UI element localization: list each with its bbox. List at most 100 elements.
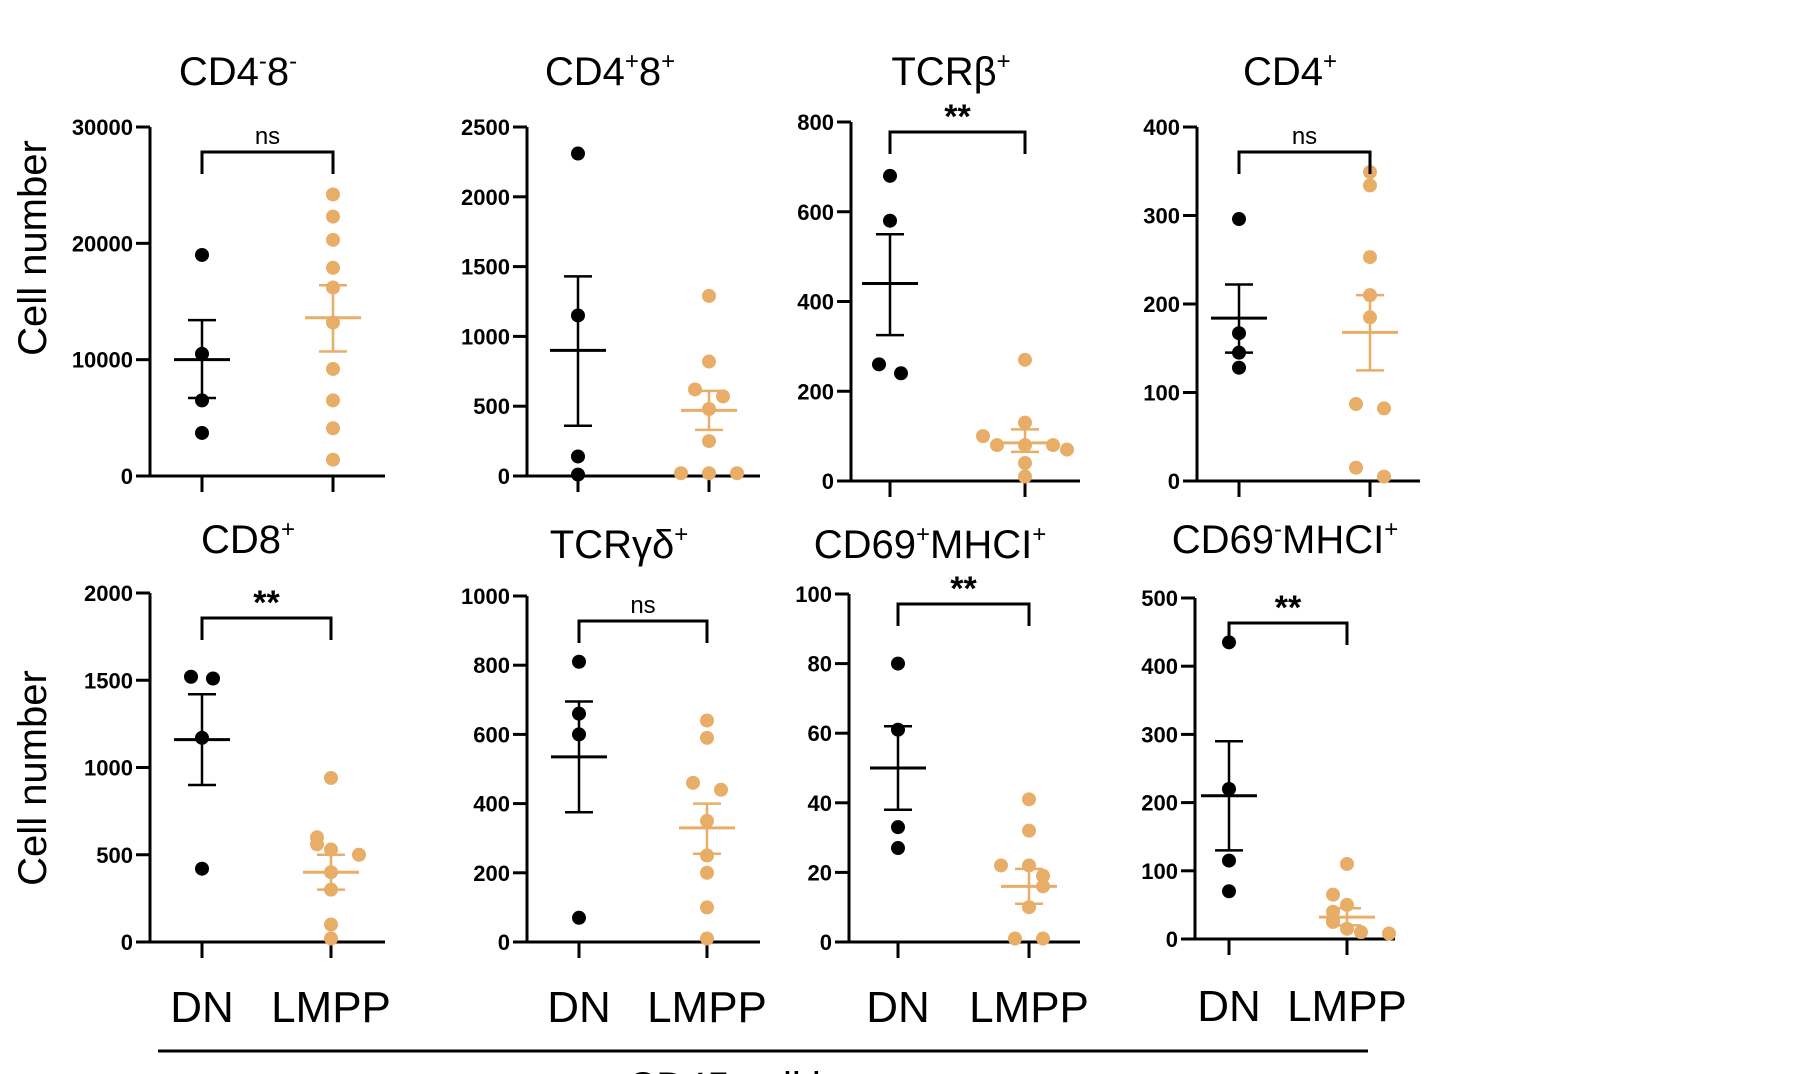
dn-point xyxy=(184,669,198,684)
lmpp-point xyxy=(688,382,702,397)
lmpp-point xyxy=(1036,931,1050,946)
y-tick-label: 200 xyxy=(1141,791,1178,816)
dn-point xyxy=(206,671,220,686)
lmpp-point xyxy=(1060,442,1074,457)
lmpp-point xyxy=(324,842,338,857)
dn-point xyxy=(1222,884,1236,899)
lmpp-point xyxy=(1018,415,1032,430)
lmpp-point xyxy=(716,389,730,404)
title-segment: CD4 xyxy=(1243,50,1323,94)
title-segment: CD4 xyxy=(545,50,625,94)
y-tick-label: 800 xyxy=(797,110,834,135)
y-tick-label: 1500 xyxy=(461,255,510,280)
significance-bracket xyxy=(577,619,709,643)
lmpp-point xyxy=(1363,178,1377,193)
dn-point xyxy=(891,656,905,671)
lmpp-point xyxy=(686,775,700,790)
dn-point xyxy=(195,861,209,876)
lmpp-point xyxy=(1036,868,1050,883)
y-tick-label: 500 xyxy=(473,394,510,419)
y-tick-label: 600 xyxy=(797,200,834,225)
lmpp-point xyxy=(1018,352,1032,367)
title-superscript: + xyxy=(625,48,639,75)
y-tick-label: 0 xyxy=(1168,469,1180,494)
y-tick-label: 0 xyxy=(1166,927,1178,952)
y-tick-label: 100 xyxy=(1143,381,1180,406)
significance-bracket xyxy=(1237,150,1372,174)
title-segment: 8 xyxy=(639,50,661,94)
y-tick-label: 1000 xyxy=(461,324,510,349)
lmpp-point xyxy=(730,466,744,481)
lmpp-point xyxy=(326,393,340,408)
y-tick-label: 200 xyxy=(473,861,510,886)
significance-label: ** xyxy=(944,98,971,136)
lmpp-point xyxy=(674,466,688,481)
y-tick-label: 60 xyxy=(808,721,832,746)
panel-title: CD69+MHCI+ xyxy=(814,521,1047,567)
y-tick-label: 0 xyxy=(121,930,133,955)
footer-label: CD45 cell input xyxy=(627,1065,898,1074)
y-tick-label: 200 xyxy=(1143,292,1180,317)
lmpp-point xyxy=(324,917,338,932)
y-tick-label: 10000 xyxy=(72,348,133,373)
title-superscript: - xyxy=(1274,516,1282,543)
lmpp-point xyxy=(702,288,716,303)
y-tick-label: 600 xyxy=(473,722,510,747)
panel-title: CD4+8+ xyxy=(545,48,675,94)
y-tick-label: 400 xyxy=(797,290,834,315)
panel-title: CD8+ xyxy=(201,516,295,562)
dn-point xyxy=(195,425,209,440)
lmpp-point xyxy=(1363,250,1377,265)
panel-title: CD4-8- xyxy=(179,48,297,94)
title-superscript: + xyxy=(1323,48,1337,75)
y-tick-label: 0 xyxy=(498,464,510,489)
dn-point xyxy=(872,357,886,372)
title-superscript: + xyxy=(661,48,675,75)
title-superscript: + xyxy=(674,521,688,548)
lmpp-point xyxy=(1382,926,1396,941)
y-tick-label: 20 xyxy=(808,860,832,885)
dn-point xyxy=(891,820,905,835)
dn-point xyxy=(891,841,905,856)
lmpp-point xyxy=(324,770,338,785)
lmpp-point xyxy=(1022,823,1036,838)
lmpp-point xyxy=(990,438,1004,453)
title-segment: CD8 xyxy=(201,518,281,562)
title-superscript: + xyxy=(1032,521,1046,548)
dn-point xyxy=(571,146,585,161)
y-tick-label: 40 xyxy=(808,791,832,816)
dn-point xyxy=(572,910,586,925)
dn-point xyxy=(571,449,585,464)
title-segment: CD4 xyxy=(179,50,259,94)
lmpp-point xyxy=(700,900,714,915)
title-superscript: - xyxy=(259,48,267,75)
lmpp-point xyxy=(1349,460,1363,475)
significance-label: ** xyxy=(253,584,280,622)
panel-title: TCRβ+ xyxy=(891,48,1010,94)
y-axis-label-top: Cell number xyxy=(11,140,55,356)
lmpp-point xyxy=(326,421,340,436)
lmpp-point xyxy=(1018,456,1032,471)
lmpp-point xyxy=(700,931,714,946)
y-tick-label: 0 xyxy=(498,930,510,955)
lmpp-point xyxy=(1349,397,1363,412)
significance-label: ns xyxy=(630,592,655,619)
y-axis-label-bottom: Cell number xyxy=(11,670,55,886)
y-tick-label: 30000 xyxy=(72,115,133,140)
panel-title: CD69-MHCI+ xyxy=(1172,516,1399,562)
y-tick-label: 2500 xyxy=(461,115,510,140)
y-tick-label: 200 xyxy=(797,379,834,404)
lmpp-point xyxy=(994,858,1008,873)
x-group-label: LMPP xyxy=(969,983,1089,1032)
lmpp-point xyxy=(326,209,340,224)
lmpp-point xyxy=(700,848,714,863)
y-tick-label: 500 xyxy=(96,843,133,868)
title-segment: 8 xyxy=(267,50,289,94)
lmpp-point xyxy=(326,260,340,275)
panel-title: TCRγδ+ xyxy=(550,521,689,567)
